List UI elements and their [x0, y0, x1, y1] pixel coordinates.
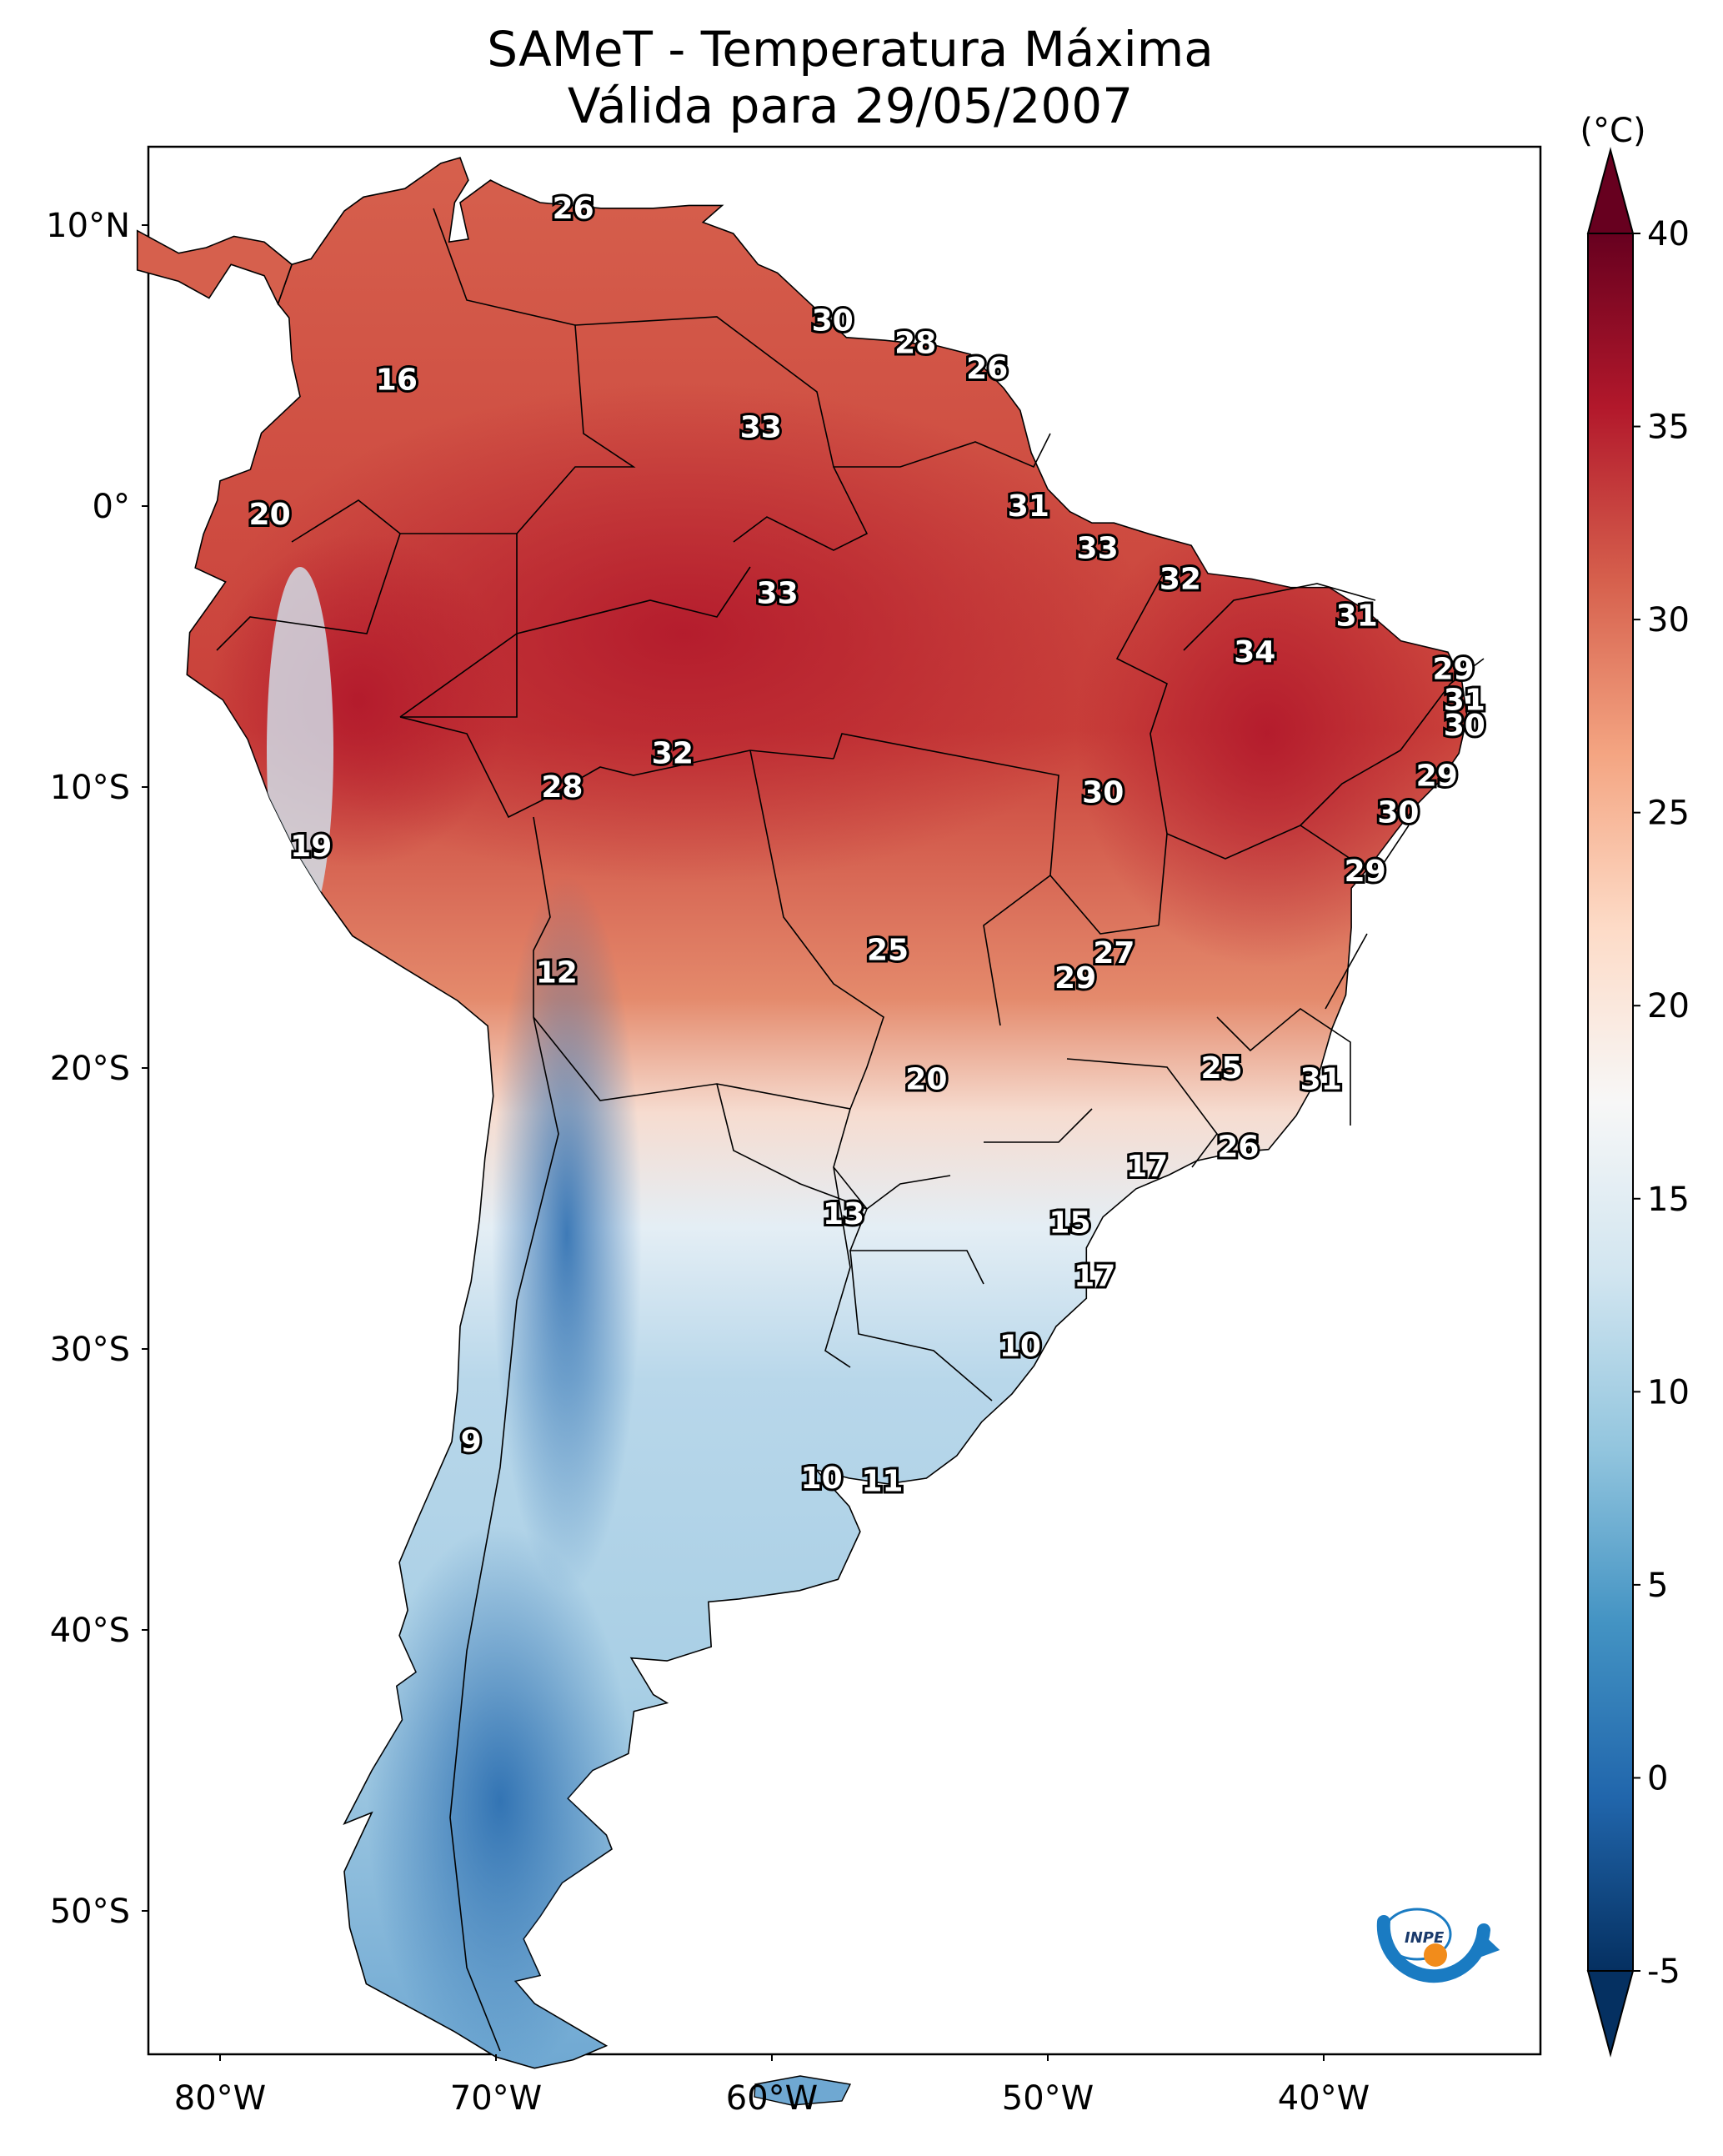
isotherm-label: 31	[1300, 1062, 1342, 1096]
isotherm-label: 30	[1082, 776, 1124, 810]
south-america-landmass	[136, 157, 1485, 2069]
cold-core-andes-central	[492, 875, 642, 1592]
isotherm-label: 25	[867, 933, 909, 967]
isotherm-label: 17	[1126, 1150, 1168, 1184]
hot-core-northeast	[1075, 500, 1459, 967]
map-subtitle: Válida para 29/05/2007	[567, 78, 1134, 134]
lon-tick-label: 40°W	[1278, 2079, 1370, 2118]
isotherm-label: 33	[757, 576, 799, 610]
colorbar-tick-label: 5	[1647, 1567, 1668, 1605]
colorbar-unit: (°C)	[1580, 112, 1645, 150]
falkland-islands	[754, 2075, 852, 2106]
longitude-axis: 80°W 70°W 60°W 50°W 40°W	[174, 2054, 1370, 2118]
lat-tick-label: 20°S	[50, 1050, 130, 1088]
colorbar-tick-label: 15	[1647, 1181, 1690, 1219]
colorbar-ramp	[1587, 233, 1634, 1972]
isotherm-label: 9	[461, 1425, 482, 1459]
lon-tick-label: 50°W	[1002, 2079, 1094, 2118]
isotherm-label: 29	[1345, 855, 1386, 889]
isotherm-label: 30	[1444, 709, 1485, 743]
lon-tick-label: 70°W	[450, 2079, 542, 2118]
colorbar-tick-label: 25	[1647, 795, 1690, 833]
colorbar-min-extension	[1586, 1970, 1635, 2058]
isotherm-label: 28	[894, 327, 936, 361]
lat-tick-label: 10°N	[46, 207, 130, 245]
isotherm-label: 20	[905, 1062, 947, 1096]
isotherm-label: 31	[1008, 489, 1049, 524]
isotherm-label: 26	[553, 192, 594, 226]
isotherm-label: 31	[1336, 599, 1378, 633]
colorbar-max-extension	[1586, 147, 1635, 234]
isotherm-label: 26	[966, 352, 1008, 386]
isotherm-label: 10	[801, 1462, 843, 1496]
lat-tick-label: 0°	[93, 488, 130, 526]
isotherm-label: 20	[249, 498, 291, 532]
isotherm-label: 10	[999, 1330, 1041, 1364]
isotherm-label: 19	[290, 830, 332, 864]
colorbar-tick-label: -5	[1647, 1953, 1680, 1991]
map-title: SAMeT - Temperatura Máxima	[487, 21, 1214, 78]
isotherm-label: 31	[1444, 684, 1485, 718]
isotherm-label: 30	[812, 304, 854, 338]
isotherm-label: 32	[652, 737, 694, 771]
colorbar-tick-label: 30	[1647, 601, 1690, 639]
isotherm-label: 29	[1433, 652, 1475, 686]
colorbar-tick-label: 35	[1647, 409, 1690, 447]
lon-tick-label: 80°W	[174, 2079, 266, 2118]
isotherm-label: 28	[541, 770, 583, 805]
isotherm-label: 25	[1200, 1051, 1242, 1086]
lat-tick-label: 40°S	[50, 1612, 130, 1650]
isotherm-label: 29	[1416, 760, 1458, 794]
colorbar-tick-label: 40	[1647, 215, 1690, 253]
colorbar-ticks: 40 35 30 25 20 15 10 5 0 -5	[1633, 215, 1690, 1991]
isotherm-label: 29	[1054, 961, 1096, 995]
country-borders	[216, 208, 1485, 2052]
lat-tick-label: 30°S	[50, 1331, 130, 1369]
isotherm-label: 15	[1049, 1206, 1090, 1240]
isotherm-label: 17	[1074, 1259, 1115, 1293]
colorbar-tick-label: 10	[1647, 1373, 1690, 1411]
colorbar-tick-label: 20	[1647, 987, 1690, 1025]
lat-tick-label: 10°S	[50, 769, 130, 807]
panama-isthmus	[136, 229, 293, 306]
isotherm-label: 32	[1160, 563, 1201, 597]
colorbar-tick-label: 0	[1647, 1759, 1668, 1798]
isotherm-label: 13	[823, 1197, 864, 1231]
isotherm-label: 34	[1234, 635, 1275, 669]
isotherm-label: 26	[1217, 1130, 1259, 1164]
inpe-logo: INPE	[1376, 1908, 1500, 1983]
isotherm-label: 30	[1377, 795, 1419, 830]
isotherm-label: 12	[536, 955, 578, 990]
isotherm-label: 16	[376, 363, 418, 397]
isotherm-label: 33	[740, 411, 782, 445]
isotherm-label: 27	[1093, 936, 1134, 970]
latitude-axis: 10°N 0° 10°S 20°S 30°S 40°S 50°S	[46, 207, 148, 1931]
isotherm-label: 11	[861, 1464, 903, 1498]
lon-tick-label: 60°W	[726, 2079, 818, 2118]
colorbar: (°C) 40 35 30 25 20 15 10 5 0 -5	[1580, 112, 1690, 2058]
inpe-logo-text: INPE	[1405, 1929, 1445, 1947]
isotherm-label: 33	[1077, 532, 1119, 566]
lat-tick-label: 50°S	[50, 1893, 130, 1931]
